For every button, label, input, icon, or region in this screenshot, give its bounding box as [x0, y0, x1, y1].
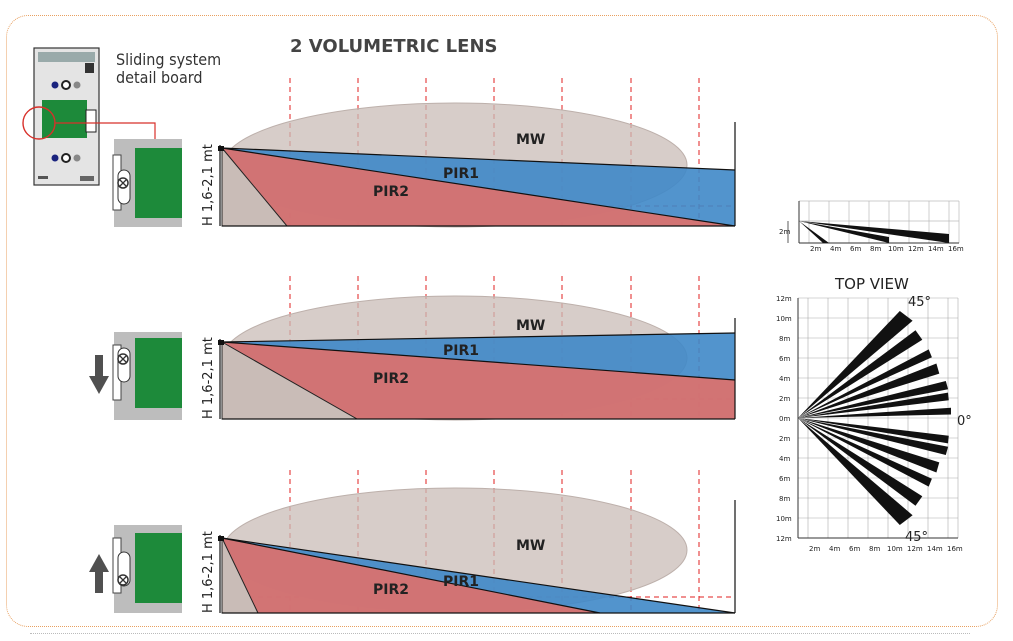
beam: [798, 392, 949, 418]
beam: [798, 349, 932, 418]
pir2-label-3: PIR2: [373, 582, 409, 598]
beam: [798, 418, 949, 444]
beam-near: [799, 221, 829, 243]
height-label-1: H 1,6-2,1 mt: [201, 144, 216, 226]
side-x-tick: 2m: [810, 245, 821, 253]
sensor-icon: [218, 146, 224, 151]
mw-label-1: MW: [516, 132, 545, 148]
tv-x-tick: 16m: [947, 545, 963, 553]
tv-y-tick: 12m: [776, 295, 792, 303]
top-view-x-ticks: 2m 4m 6m 8m 10m 12m 14m 16m: [809, 545, 963, 553]
tv-y-tick: 0m: [779, 415, 790, 423]
panel-2: MW PIR1 PIR2 H 1,6-2,1 mt: [89, 276, 736, 421]
slider-detail-3: [112, 525, 182, 613]
board-caption-line2: detail board: [116, 68, 203, 87]
tv-x-tick: 2m: [809, 545, 820, 553]
tv-x-tick: 14m: [927, 545, 943, 553]
beam-45-bottom: [798, 418, 913, 525]
beam: [798, 381, 949, 418]
side-x-tick: 4m: [830, 245, 841, 253]
side-x-tick: 12m: [908, 245, 924, 253]
tv-y-tick: 8m: [779, 335, 790, 343]
pir1-label-2: PIR1: [443, 343, 479, 359]
tv-y-tick: 8m: [779, 495, 790, 503]
beam-45-top: [798, 311, 913, 418]
board-caption-line1: Sliding system: [116, 50, 221, 69]
angle-label-top: 45°: [908, 295, 931, 310]
side-y-label: 2m: [779, 228, 790, 236]
pir1-label-1: PIR1: [443, 166, 479, 182]
tv-y-tick: 10m: [776, 315, 792, 323]
height-label-2: H 1,6-2,1 mt: [201, 337, 216, 419]
arrow-down-icon: [89, 355, 109, 394]
tv-y-tick: 2m: [779, 435, 790, 443]
side-x-ticks: 2m 4m 6m 8m 10m 12m 14m 16m: [810, 245, 964, 253]
angle-label-bottom: 45°: [905, 530, 928, 545]
top-view-beams: [798, 311, 951, 525]
beam: [798, 418, 940, 473]
top-view-y-ticks: 12m 10m 8m 6m 4m 2m 0m 2m 4m 6m 8m 10m 1…: [776, 295, 792, 543]
slider-detail-2: [112, 332, 182, 420]
beam-mid: [799, 221, 889, 243]
side-x-tick: 14m: [928, 245, 944, 253]
side-x-tick: 10m: [888, 245, 904, 253]
tv-x-tick: 6m: [849, 545, 860, 553]
tv-y-tick: 2m: [779, 395, 790, 403]
tv-y-tick: 12m: [776, 535, 792, 543]
beam: [798, 418, 923, 506]
tv-x-tick: 4m: [829, 545, 840, 553]
panel-3: MW PIR1 PIR2 H 1,6-2,1 mt: [89, 470, 736, 614]
angle-label-zero: 0°: [957, 414, 972, 429]
beam-0: [798, 407, 951, 418]
beam-far: [799, 221, 949, 243]
bottom-divider: [30, 633, 970, 634]
tv-x-tick: 8m: [869, 545, 880, 553]
side-view-mini: 2m 2m 4m 6m 8m 10m 12m 14m 16m: [779, 200, 964, 253]
slider-detail-1: [112, 139, 182, 227]
beam: [798, 363, 940, 418]
side-x-tick: 16m: [948, 245, 964, 253]
side-x-tick: 6m: [850, 245, 861, 253]
pir2-zone-2: [222, 342, 735, 419]
page-title: 2 VOLUMETRIC LENS: [290, 36, 497, 57]
tv-y-tick: 4m: [779, 375, 790, 383]
top-view-title: TOP VIEW: [834, 275, 909, 293]
mw-label-2: MW: [516, 318, 545, 334]
sensor-icon: [218, 340, 224, 345]
height-label-3: H 1,6-2,1 mt: [201, 531, 216, 613]
side-x-tick: 8m: [870, 245, 881, 253]
outer-frame: [6, 15, 998, 627]
arrow-up-icon: [89, 554, 109, 593]
pir2-label-1: PIR2: [373, 184, 409, 200]
pir1-label-3: PIR1: [443, 574, 479, 590]
tv-y-tick: 6m: [779, 475, 790, 483]
beam: [798, 330, 923, 418]
detail-board: [22, 47, 156, 186]
beam: [798, 418, 949, 455]
pir2-label-2: PIR2: [373, 371, 409, 387]
sensor-icon: [218, 536, 224, 541]
tv-y-tick: 6m: [779, 355, 790, 363]
tv-y-tick: 4m: [779, 455, 790, 463]
board-led-icon: [51, 81, 59, 89]
tv-y-tick: 10m: [776, 515, 792, 523]
tv-x-tick: 10m: [887, 545, 903, 553]
tv-x-tick: 12m: [907, 545, 923, 553]
panel-1: MW PIR1 PIR2 H 1,6-2,1 mt: [112, 78, 736, 228]
beam: [798, 418, 932, 487]
mw-label-3: MW: [516, 538, 545, 554]
